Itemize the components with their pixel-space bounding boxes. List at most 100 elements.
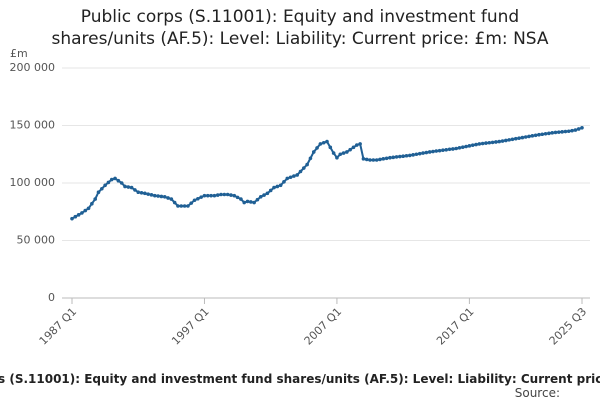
- data-point: [176, 204, 180, 208]
- data-point: [381, 157, 386, 161]
- data-point: [474, 142, 478, 147]
- data-point: [464, 144, 468, 149]
- data-point: [242, 200, 247, 205]
- data-point: [553, 130, 558, 135]
- data-point: [103, 183, 107, 188]
- data-point: [265, 191, 270, 196]
- data-point: [467, 144, 472, 148]
- data-point: [533, 133, 538, 138]
- data-point: [318, 142, 323, 146]
- data-point: [431, 149, 435, 154]
- data-point: [215, 193, 220, 197]
- x-tick-label: 2025 Q3: [547, 305, 590, 348]
- data-point: [133, 188, 137, 192]
- data-point: [295, 173, 299, 177]
- data-point: [278, 183, 283, 188]
- data-point: [149, 193, 154, 197]
- x-tick-label: 1997 Q1: [169, 305, 212, 348]
- data-point: [252, 200, 256, 205]
- data-point: [86, 206, 91, 211]
- data-point: [447, 147, 452, 152]
- y-tick-label: 0: [48, 291, 55, 304]
- y-axis-label: £m: [10, 47, 28, 60]
- data-point: [229, 193, 233, 197]
- data-point: [345, 150, 349, 154]
- data-point: [338, 152, 343, 157]
- data-point: [282, 180, 286, 184]
- x-tick-label: 1987 Q1: [37, 305, 80, 348]
- data-point: [315, 146, 319, 150]
- data-point: [136, 190, 141, 194]
- data-point: [258, 195, 263, 199]
- data-point: [494, 140, 498, 144]
- data-point: [537, 132, 541, 137]
- data-point: [497, 139, 502, 144]
- data-point: [477, 142, 482, 146]
- data-point: [384, 156, 389, 161]
- y-tick-label: 200 000: [10, 61, 56, 74]
- data-point: [374, 158, 379, 162]
- data-point: [186, 204, 190, 208]
- data-point: [272, 185, 276, 190]
- data-point: [199, 195, 203, 199]
- data-point: [487, 140, 492, 145]
- data-point: [90, 201, 94, 206]
- data-point: [341, 151, 346, 155]
- data-point: [162, 195, 167, 199]
- data-point: [358, 142, 362, 146]
- data-point: [404, 153, 409, 158]
- data-point: [73, 214, 78, 219]
- data-point: [398, 154, 402, 159]
- data-point: [298, 169, 303, 174]
- y-tick-label: 100 000: [10, 176, 56, 189]
- data-point: [311, 150, 316, 154]
- data-point: [232, 193, 237, 198]
- data-point: [407, 153, 412, 158]
- data-point: [169, 197, 174, 201]
- data-point: [225, 192, 230, 197]
- data-point: [335, 155, 339, 160]
- data-point: [172, 200, 177, 205]
- data-point: [573, 128, 578, 132]
- data-point: [202, 193, 207, 198]
- data-point: [156, 194, 160, 198]
- data-point: [179, 204, 184, 208]
- data-point: [490, 140, 495, 145]
- data-point: [580, 126, 584, 130]
- data-point: [484, 141, 488, 145]
- data-point: [268, 188, 273, 193]
- data-point: [275, 184, 280, 189]
- data-point: [566, 129, 571, 134]
- data-point: [292, 174, 296, 178]
- data-point: [364, 157, 369, 162]
- data-point: [245, 199, 250, 204]
- data-point: [434, 149, 439, 153]
- chart-title: Public corps (S.11001): Equity and inves…: [51, 7, 549, 49]
- data-point: [563, 129, 568, 134]
- data-point: [321, 140, 326, 145]
- y-tick-label: 150 000: [10, 119, 56, 132]
- data-point: [523, 135, 528, 139]
- data-point: [166, 196, 170, 200]
- data-point: [550, 131, 554, 135]
- data-point: [76, 213, 81, 217]
- data-point: [378, 157, 382, 162]
- data-point: [262, 193, 266, 197]
- data-point: [143, 191, 147, 196]
- data-point: [517, 136, 521, 140]
- data-point: [540, 132, 545, 137]
- data-point: [196, 196, 200, 201]
- data-point: [302, 166, 306, 170]
- data-point: [219, 192, 223, 197]
- data-point: [504, 138, 508, 143]
- data-point: [424, 150, 429, 155]
- data-point: [239, 197, 243, 201]
- data-point: [126, 185, 131, 189]
- data-point: [355, 143, 359, 147]
- data-point: [543, 131, 548, 136]
- data-point: [192, 198, 197, 203]
- data-point: [500, 139, 505, 143]
- caption: Public corps (S.11001): Equity and inves…: [0, 372, 600, 386]
